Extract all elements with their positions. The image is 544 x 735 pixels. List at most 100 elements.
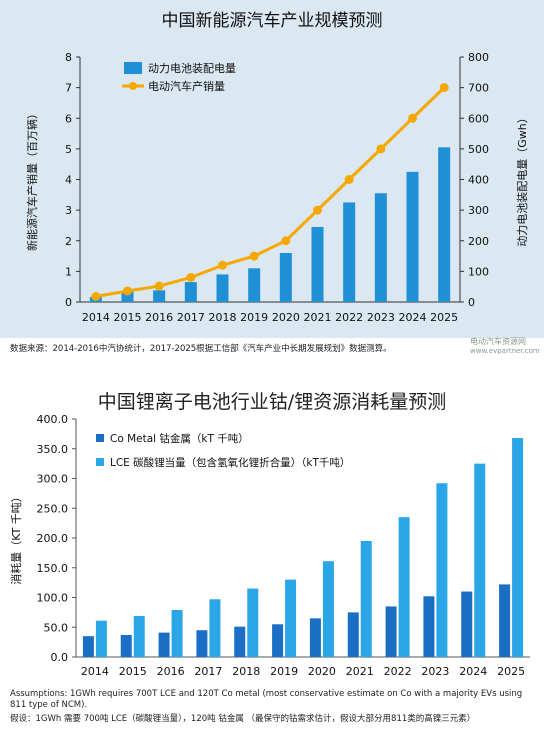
chart1-legend-line-marker	[129, 82, 137, 90]
chart1-title: 中国新能源汽车产业规模预测	[162, 11, 383, 31]
chart2-x-tick-label: 2014	[81, 665, 109, 678]
chart1-right-tick-label: 200	[468, 235, 489, 248]
chart1-bar	[279, 253, 292, 302]
chart2-y-tick-label: 350.0	[37, 443, 69, 456]
chart1-line	[95, 86, 446, 298]
assumption-chinese: 假设：1GWh 需要 700吨 LCE（碳酸锂当量），120吨 钴金属 （最保守…	[10, 714, 476, 724]
logo-url-1: www.evpartner.com	[470, 347, 540, 355]
chart2-bar-lce	[171, 609, 183, 657]
chart1-x-tick-label: 2019	[240, 311, 268, 324]
chart1-bar	[374, 193, 387, 302]
chart2-x-tick-label: 2017	[194, 665, 222, 678]
chart1-x-tick-label: 2022	[335, 311, 363, 324]
chart1-line-point	[344, 175, 354, 184]
chart2-x-tick-label: 2022	[384, 665, 412, 678]
chart2-title: 中国锂离子电池行业钴/锂资源消耗量预测	[98, 391, 446, 413]
chart2-bar-lce	[285, 579, 297, 657]
chart1-left-axis-label: 新能源汽车产销量（百万辆）	[25, 108, 39, 251]
chart2-bar-lce	[133, 615, 145, 657]
chart1-left-tick-label: 2	[65, 235, 72, 248]
chart1-left-tick-label: 6	[65, 112, 72, 125]
chart2-bar-lce	[95, 620, 107, 657]
chart2-bar-lce	[247, 588, 259, 657]
chart2-y-tick-label: 50.0	[44, 621, 69, 634]
assumption-english: Assumptions: 1GWh requires 700T LCE and …	[10, 689, 523, 710]
chart2-legend-co-label: Co Metal 钴金属（kT 千吨）	[110, 432, 249, 445]
chart2-x-tick-label: 2018	[232, 665, 260, 678]
chart2-y-tick-label: 250.0	[37, 502, 69, 515]
chart1-bar	[248, 268, 261, 302]
chart2-bar-co	[120, 634, 132, 657]
chart2-bar-co	[347, 612, 359, 657]
chart2-x-tick-label: 2016	[157, 665, 185, 678]
chart1-bar	[216, 274, 229, 302]
chart1-bar	[184, 282, 197, 302]
chart2-bar-lce	[398, 517, 410, 657]
chart1-right-tick-label: 300	[468, 204, 489, 217]
chart1-panel: 中国新能源汽车产业规模预测 0 1 2 3 4 5 6 7 8 0 100 200 300 400 500 60…	[0, 0, 544, 338]
chart1-left-tick-label: 5	[65, 143, 72, 156]
chart1-left-tick-label: 0	[65, 296, 72, 309]
chart1-right-tick-label: 800	[468, 51, 489, 64]
chart1-line-point	[408, 113, 417, 123]
chart2-bar-lce	[436, 483, 448, 657]
chart2-x-tick-label: 2024	[459, 665, 487, 678]
chart2-bar-co	[272, 624, 284, 657]
chart1-bar	[438, 147, 451, 302]
chart2-y-tick-label: 400.0	[37, 413, 69, 426]
chart1-x-tick-label: 2023	[367, 311, 395, 324]
chart2-legend-lce-swatch	[96, 458, 104, 466]
chart1-right-tick-label: 100	[468, 265, 489, 278]
chart2-bar-lce	[474, 463, 486, 657]
chart1-line-point	[376, 144, 386, 154]
chart2-y-tick-label: 150.0	[37, 562, 69, 575]
chart2-bar-lce	[512, 438, 524, 657]
chart1-right-axis-label: 动力电池装配电量（Gwh）	[516, 112, 529, 247]
chart2-bar-co	[196, 630, 208, 657]
chart2-bar-co	[234, 626, 246, 657]
chart1-x-tick-label: 2025	[430, 311, 458, 324]
chart1-right-tick-label: 600	[468, 112, 489, 125]
chart1-right-tick-label: 400	[468, 174, 489, 187]
chart2-y-axis-label: 消耗量（KT 千吨）	[9, 491, 23, 585]
chart2-y-tick-label: 100.0	[37, 592, 69, 605]
chart1-right-tick-label: 500	[468, 143, 489, 156]
chart1-bar	[311, 226, 324, 302]
chart1-svg: 中国新能源汽车产业规模预测 0 1 2 3 4 5 6 7 8 0 100 200 300 400 500 60…	[25, 11, 529, 324]
chart1-bar	[153, 290, 166, 302]
chart1-left-tick-label: 7	[65, 82, 72, 95]
chart1-line-point	[91, 291, 101, 301]
chart1-right-tick-label: 0	[468, 296, 475, 309]
chart1-right-tick-label: 700	[468, 82, 489, 95]
chart2-legend-co-swatch	[96, 434, 104, 442]
chart1-line-point	[186, 273, 196, 282]
chart2-svg: 中国锂离子电池行业钴/锂资源消耗量预测 0.0 50.0 100.0 150.0 200.…	[9, 391, 530, 678]
chart2-bar-co	[309, 618, 321, 657]
chart2-x-tick-label: 2023	[421, 665, 449, 678]
chart2-bar-co	[423, 596, 435, 657]
chart1-line-point	[123, 286, 132, 296]
chart1-line-point	[218, 260, 227, 270]
chart1-line-point	[281, 236, 291, 246]
chart1-line-point	[313, 205, 322, 215]
chart2-bar-co	[82, 636, 94, 657]
chart1-x-tick-label: 2021	[304, 311, 332, 324]
chart1-x-tick-label: 2020	[272, 311, 300, 324]
chart1-x-tick-label: 2014	[82, 311, 110, 324]
chart2-y-tick-label: 300.0	[37, 473, 69, 486]
chart2-y-tick-label: 200.0	[37, 532, 69, 545]
chart1-left-tick-label: 3	[65, 204, 72, 217]
chart1-legend-line-label: 电动汽车产销量	[148, 79, 225, 93]
chart1-legend-bar-swatch	[124, 62, 142, 74]
chart2-x-tick-label: 2025	[497, 665, 525, 678]
chart2-bar-co	[158, 632, 170, 657]
chart1-x-tick-label: 2015	[114, 311, 142, 324]
chart2-bar-lce	[322, 561, 334, 657]
chart1-bar	[121, 291, 134, 302]
chart2-bar-co	[385, 606, 397, 657]
chart2-bar-co	[499, 584, 511, 657]
chart2-bar-co	[461, 591, 473, 657]
chart2-x-tick-label: 2020	[308, 665, 336, 678]
chart1-line-point	[439, 83, 449, 93]
chart2-x-tick-label: 2021	[346, 665, 374, 678]
